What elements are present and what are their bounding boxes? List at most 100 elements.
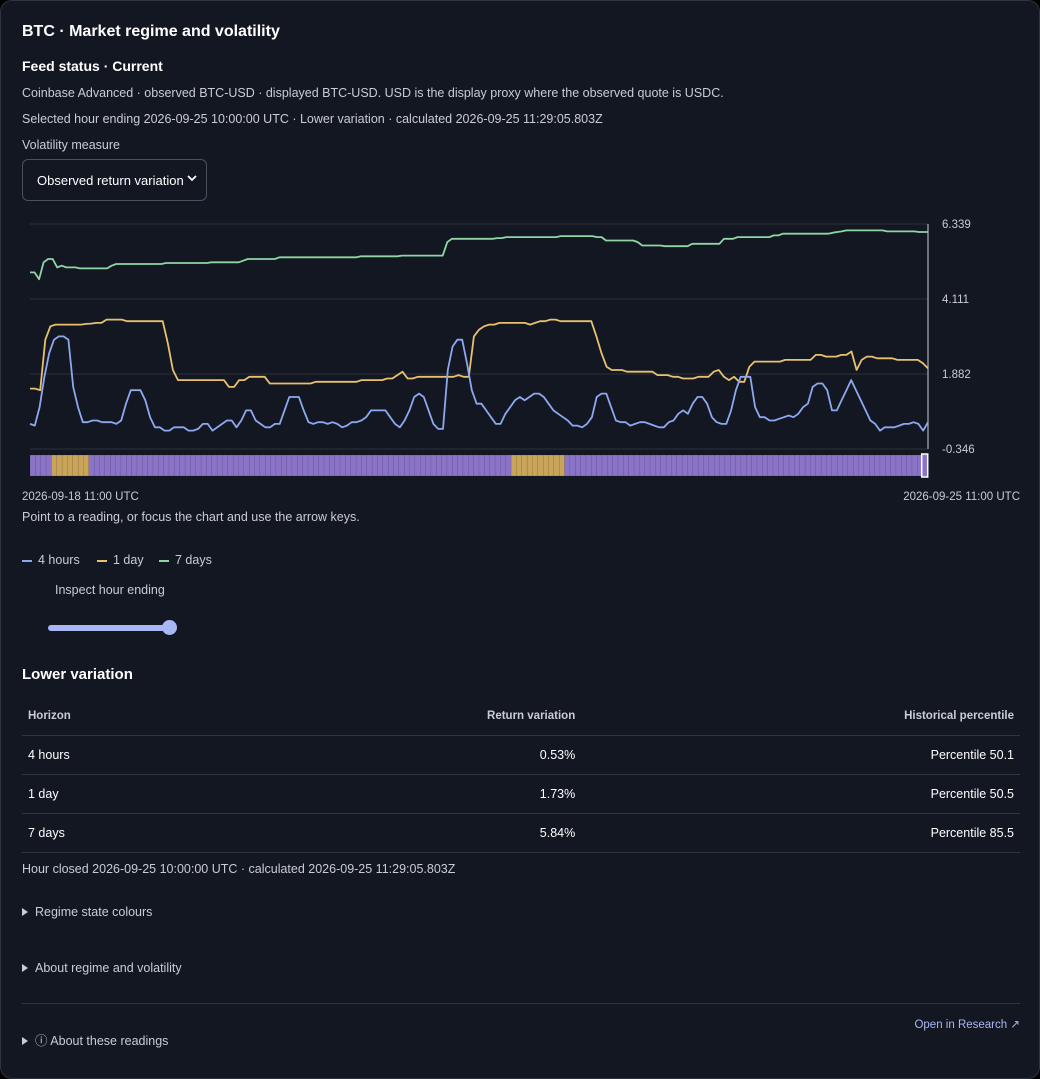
regime-cell: [393, 454, 400, 477]
chart-series: [29, 229, 929, 432]
horizon-cell: 4 hours: [22, 735, 220, 775]
regime-cell: [72, 454, 79, 477]
regime-cell: [35, 454, 42, 477]
volatility-measure-select[interactable]: Observed return variation: [22, 159, 207, 201]
regime-cell: [264, 454, 272, 477]
legend-7-days: 7 days: [159, 552, 219, 568]
regime-cell: [109, 454, 117, 477]
regime-cell: [879, 454, 886, 477]
regime-cell: [200, 454, 207, 477]
regime-cell: [558, 454, 566, 477]
about-readings-disclosure[interactable]: ⓘ About these readings: [22, 1030, 168, 1049]
regime-cell: [115, 454, 122, 477]
regime-cell: [532, 454, 539, 477]
regime-cell: [655, 454, 662, 477]
regime-cell: [478, 454, 485, 477]
regime-cell: [617, 454, 624, 477]
inspect-hour-slider[interactable]: [48, 625, 170, 631]
regime-cell: [836, 454, 843, 477]
regime-cell: [762, 454, 769, 477]
regime-cell: [126, 454, 133, 477]
regime-cell: [537, 454, 544, 477]
regime-cell: [756, 454, 763, 477]
legend-label: 4 hours: [38, 553, 80, 567]
regime-cell: [152, 454, 159, 477]
regime-cell: [772, 454, 779, 477]
regime-cell: [350, 454, 357, 477]
regime-cell: [382, 454, 389, 477]
regime-cell: [270, 454, 277, 477]
regime-cell: [286, 454, 293, 477]
regime-cell: [660, 454, 667, 477]
regime-cell: [580, 454, 587, 477]
regime-cell: [628, 454, 635, 477]
regime-cell: [895, 454, 902, 477]
regime-cell: [163, 454, 170, 477]
regime-cell: [639, 454, 646, 477]
regime-cell: [804, 454, 811, 477]
selection-line: Selected hour ending 2026-09-25 10:00:00…: [22, 112, 603, 126]
regime-cell: [799, 454, 806, 477]
regime-cell: [99, 454, 106, 477]
table-header-row: Horizon Return variation Historical perc…: [22, 697, 1020, 736]
regime-cell: [708, 454, 715, 477]
regime-cell: [719, 454, 726, 477]
regime-strip: [29, 454, 929, 477]
regime-cell: [291, 454, 298, 477]
chart-gridlines: [30, 223, 928, 450]
regime-cell: [852, 454, 860, 477]
regime-cell: [521, 454, 528, 477]
regime-cell: [820, 454, 827, 477]
regime-cell: [131, 454, 138, 477]
regime-cell: [607, 454, 614, 477]
volatility-chart[interactable]: 6.339 4.111 1.882 -0.346: [22, 213, 1020, 488]
x-start-label: 2026-09-18 11:00 UTC: [22, 491, 139, 503]
col-horizon: Horizon: [22, 697, 220, 736]
about-regime-disclosure[interactable]: About regime and volatility: [22, 961, 182, 975]
variation-cell: 0.53%: [219, 735, 582, 775]
regime-cell: [313, 454, 320, 477]
regime-cell: [184, 454, 191, 477]
regime-cell: [104, 454, 111, 477]
regime-cell: [51, 454, 58, 477]
regime-cell: [746, 454, 753, 477]
regime-cell: [815, 454, 822, 477]
regime-cell: [61, 454, 68, 477]
regime-cell: [591, 454, 598, 477]
percentile-cell: Percentile 50.5: [581, 774, 1020, 814]
regime-cell: [681, 454, 688, 477]
y-tick-label: 6.339: [942, 219, 971, 231]
open-in-research-link[interactable]: Open in Research ↗: [914, 1019, 1020, 1031]
regime-cell: [29, 454, 36, 477]
regime-cell: [831, 454, 838, 477]
slider-thumb[interactable]: [162, 620, 177, 635]
regime-cell: [783, 454, 790, 477]
regime-cell: [585, 454, 592, 477]
regime-cell: [334, 454, 341, 477]
percentile-cell: Percentile 50.1: [581, 735, 1020, 775]
regime-cell: [665, 454, 672, 477]
regime-cell: [329, 454, 336, 477]
regime-cell: [676, 454, 683, 477]
regime-cell: [906, 454, 913, 477]
legend-swatch-1d: [97, 560, 107, 562]
regime-cell: [77, 454, 84, 477]
regime-cell: [601, 454, 608, 477]
regime-colours-disclosure[interactable]: Regime state colours: [22, 905, 152, 919]
regime-cell: [740, 454, 747, 477]
regime-cell: [136, 454, 143, 477]
disclosure-label: ⓘ About these readings: [35, 1034, 169, 1048]
regime-cell: [612, 454, 619, 477]
regime-cell: [409, 454, 416, 477]
panel-title: BTC · Market regime and volatility: [22, 23, 280, 40]
regime-cell: [318, 454, 325, 477]
regime-cell: [788, 454, 795, 477]
regime-cell: [361, 454, 368, 477]
source-line: Coinbase Advanced · observed BTC-USD · d…: [22, 86, 724, 100]
regime-cell: [623, 454, 630, 477]
regime-cell: [216, 454, 223, 477]
regime-cell: [403, 454, 411, 477]
regime-cell: [142, 454, 149, 477]
regime-cell: [339, 454, 346, 477]
regime-cell: [510, 454, 517, 477]
